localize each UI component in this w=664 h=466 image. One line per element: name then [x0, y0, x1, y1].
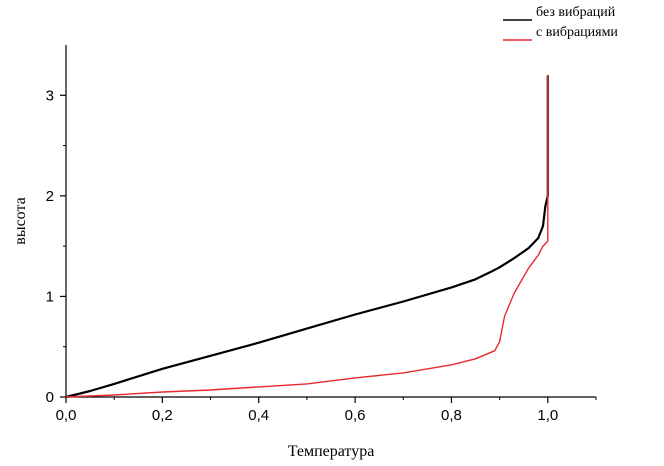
x-axis: 0,0 0,2 0,4 0,6 0,8 1,0: [56, 396, 597, 424]
x-tick-label: 0,8: [441, 407, 462, 424]
legend-label: с вибрациями: [536, 25, 618, 40]
x-tick-label: 0,0: [56, 407, 77, 424]
y-tick-label: 2: [46, 188, 54, 205]
x-tick-label: 0,4: [248, 407, 269, 424]
y-tick-label: 3: [46, 87, 54, 104]
legend: без вибраций с вибрациями: [503, 5, 618, 41]
series-line-1: [65, 75, 549, 399]
y-axis: 0 1 2 3: [46, 45, 67, 406]
x-tick-label: 0,6: [345, 407, 366, 424]
x-tick-label: 1,0: [537, 407, 558, 424]
series-line-2: [65, 75, 549, 398]
x-axis-title: Температура: [288, 443, 375, 460]
y-tick-label: 1: [46, 288, 54, 305]
legend-label: без вибраций: [536, 5, 616, 20]
y-tick-label: 0: [46, 389, 54, 406]
y-axis-title: высота: [12, 197, 29, 244]
series-layer: [65, 75, 549, 399]
x-tick-label: 0,2: [152, 407, 173, 424]
